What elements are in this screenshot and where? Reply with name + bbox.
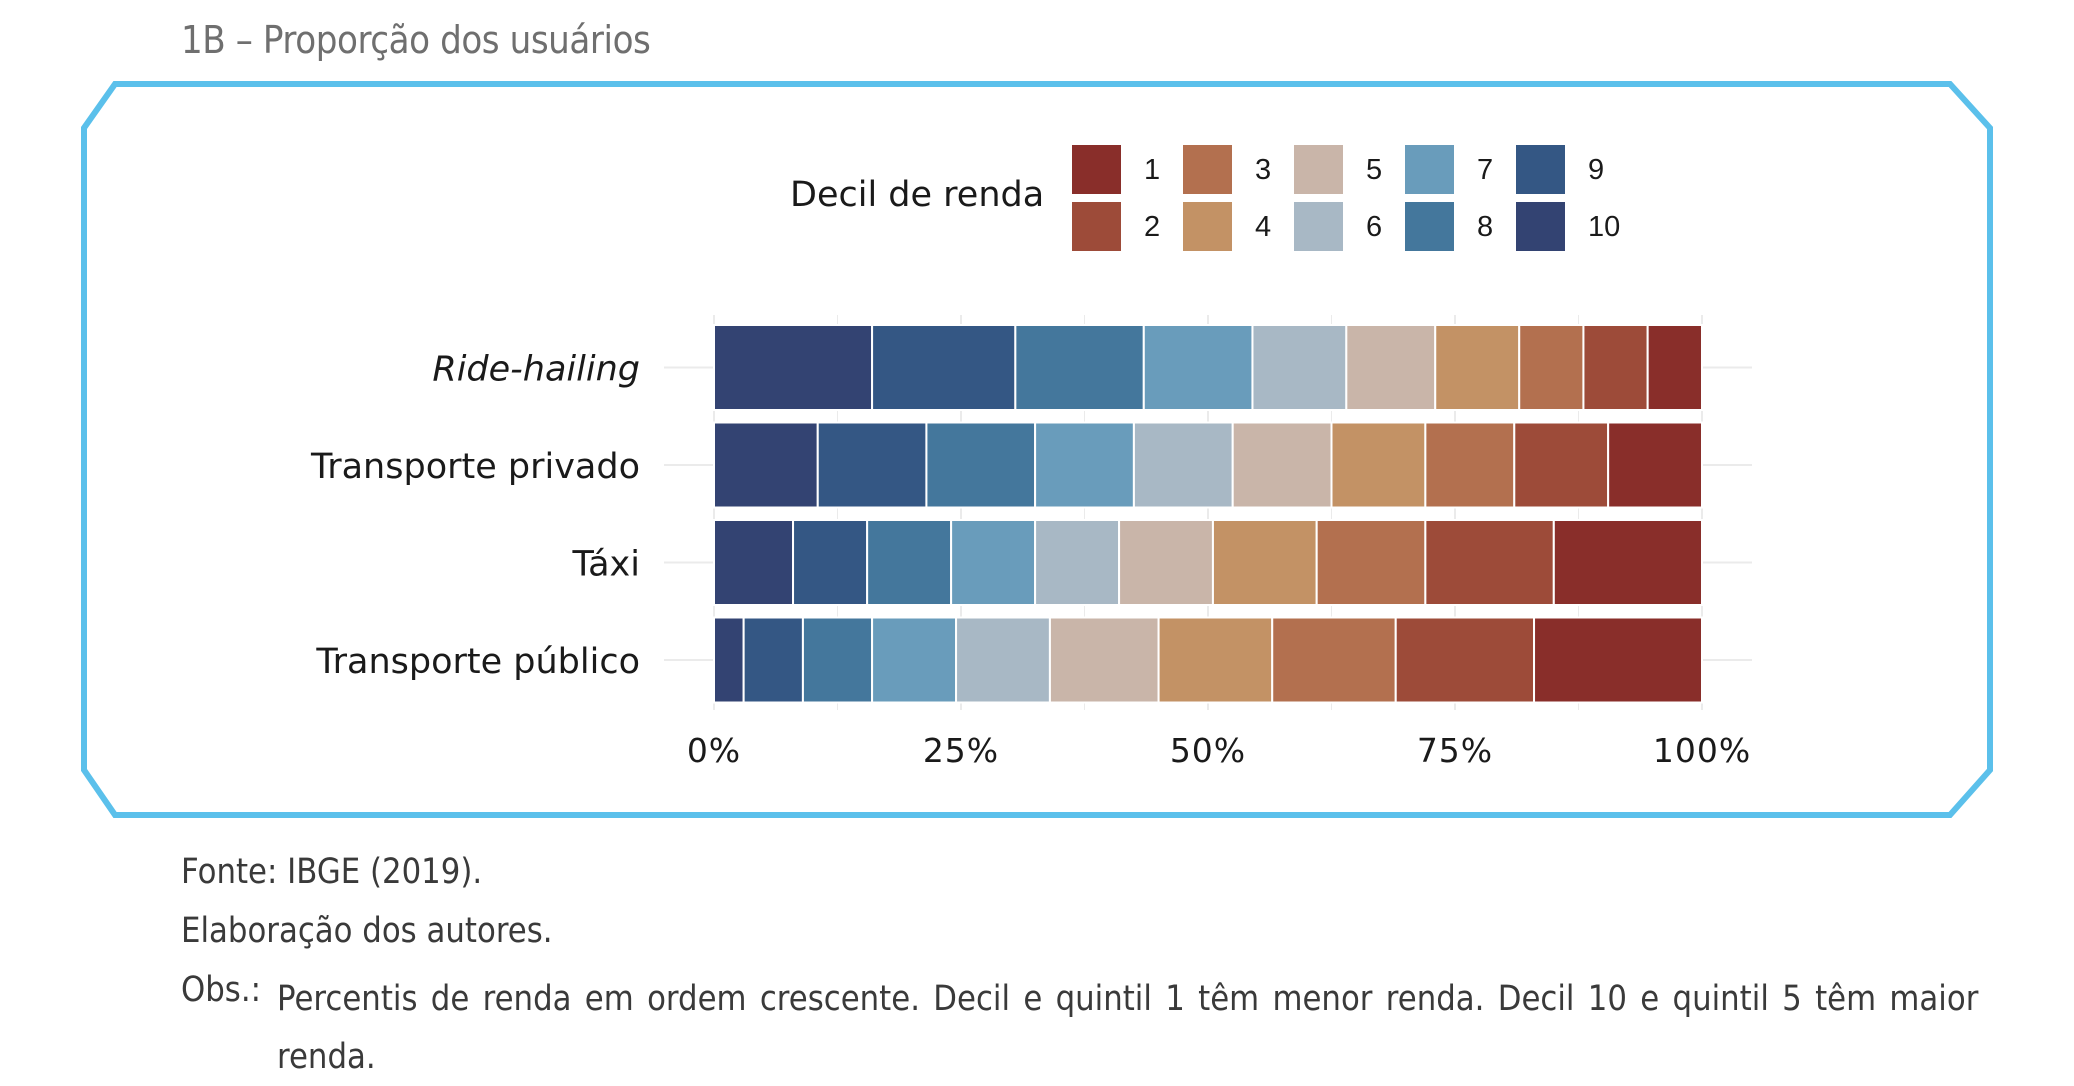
bars xyxy=(713,324,1704,704)
bar-segment-decil-3 xyxy=(1424,421,1516,509)
legend-label: 3 xyxy=(1255,154,1271,186)
source-note: Fonte: IBGE (2019). xyxy=(181,852,483,892)
bar-segment-decil-5 xyxy=(1048,616,1160,704)
legend-label: 4 xyxy=(1255,211,1271,243)
legend-key-10 xyxy=(1516,202,1565,251)
legend-key-9 xyxy=(1516,145,1565,194)
bar-segment-decil-5 xyxy=(1231,421,1333,509)
bar-segment-decil-10 xyxy=(713,519,795,606)
obs-text: Percentis de renda em ordem crescente. D… xyxy=(277,979,1979,1077)
legend-key-1 xyxy=(1072,145,1121,194)
obs-label: Obs.: xyxy=(181,970,262,1010)
bar-segment-decil-2 xyxy=(1424,519,1555,606)
x-tick-label: 50% xyxy=(1170,731,1246,770)
bar-segment-decil-9 xyxy=(816,421,928,509)
legend-label: 1 xyxy=(1144,154,1160,186)
bar-segment-decil-1 xyxy=(1533,616,1704,704)
legend-label: 5 xyxy=(1366,154,1382,186)
bar-segment-decil-7 xyxy=(950,519,1037,606)
legend-key-2 xyxy=(1072,202,1121,251)
bar-segment-decil-8 xyxy=(801,616,874,704)
y-axis-label: Táxi xyxy=(572,545,640,585)
bar-segment-decil-9 xyxy=(792,519,869,606)
legend-label: 8 xyxy=(1477,211,1493,243)
x-tick-label: 75% xyxy=(1417,731,1493,770)
bar-segment-decil-8 xyxy=(1014,324,1145,411)
bar-segment-decil-10 xyxy=(713,421,819,509)
bar-segment-decil-9 xyxy=(742,616,804,704)
x-tick-label: 100% xyxy=(1653,731,1751,770)
bar-segment-decil-8 xyxy=(925,421,1037,509)
legend-key-3 xyxy=(1183,145,1232,194)
bar-segment-decil-1 xyxy=(1646,324,1704,411)
bar-segment-decil-4 xyxy=(1211,519,1318,606)
legend-title: Decil de renda xyxy=(790,175,1044,215)
legend: Decil de renda 1 2 3 4 5 6 7 8 9 10 xyxy=(790,145,1620,251)
legend-key-5 xyxy=(1294,145,1343,194)
y-axis-label: Ride-hailing xyxy=(432,350,640,390)
bar-segment-decil-3 xyxy=(1518,324,1585,411)
legend-key-4 xyxy=(1183,202,1232,251)
x-tick-label: 25% xyxy=(923,731,999,770)
bar-segment-decil-4 xyxy=(1157,616,1274,704)
bar-segment-decil-7 xyxy=(1034,421,1135,509)
legend-key-6 xyxy=(1294,202,1343,251)
y-axis-label: Transporte privado xyxy=(310,447,640,487)
bar-segment-decil-9 xyxy=(871,324,1017,411)
bar-segment-decil-1 xyxy=(1552,519,1704,606)
legend-label: 7 xyxy=(1477,154,1493,186)
figure-title: 1B – Proporção dos usuários xyxy=(181,18,651,62)
author-note: Elaboração dos autores. xyxy=(181,911,553,951)
x-tick-label: 0% xyxy=(687,731,741,770)
bar-segment-decil-10 xyxy=(713,324,874,411)
legend-label: 9 xyxy=(1588,154,1604,186)
bar-segment-decil-6 xyxy=(1034,519,1121,606)
legend-key-7 xyxy=(1405,145,1454,194)
bar-segment-decil-5 xyxy=(1118,519,1214,606)
bar-segment-decil-6 xyxy=(1251,324,1348,411)
bar-segment-decil-4 xyxy=(1434,324,1521,411)
y-axis-labels: Ride-hailing Transporte privado Táxi Transp… xyxy=(310,350,640,683)
bar-segment-decil-6 xyxy=(955,616,1051,704)
bar-segment-decil-6 xyxy=(1132,421,1234,509)
legend-key-8 xyxy=(1405,202,1454,251)
legend-label: 2 xyxy=(1144,211,1160,243)
bar-segment-decil-7 xyxy=(1142,324,1254,411)
bar-segment-decil-3 xyxy=(1271,616,1397,704)
legend-label: 6 xyxy=(1366,211,1382,243)
bar-segment-decil-5 xyxy=(1345,324,1437,411)
bar-segment-decil-2 xyxy=(1513,421,1610,509)
legend-label: 10 xyxy=(1588,211,1620,243)
bar-segment-decil-8 xyxy=(866,519,953,606)
bar-segment-decil-4 xyxy=(1330,421,1427,509)
bar-segment-decil-2 xyxy=(1582,324,1649,411)
bar-segment-decil-2 xyxy=(1394,616,1536,704)
bar-segment-decil-1 xyxy=(1607,421,1704,509)
y-axis-label: Transporte público xyxy=(315,642,640,682)
x-axis-labels: 0% 25% 50% 75% 100% xyxy=(687,731,1751,770)
bar-segment-decil-10 xyxy=(713,616,745,704)
bar-segment-decil-3 xyxy=(1315,519,1427,606)
bar-segment-decil-7 xyxy=(871,616,958,704)
